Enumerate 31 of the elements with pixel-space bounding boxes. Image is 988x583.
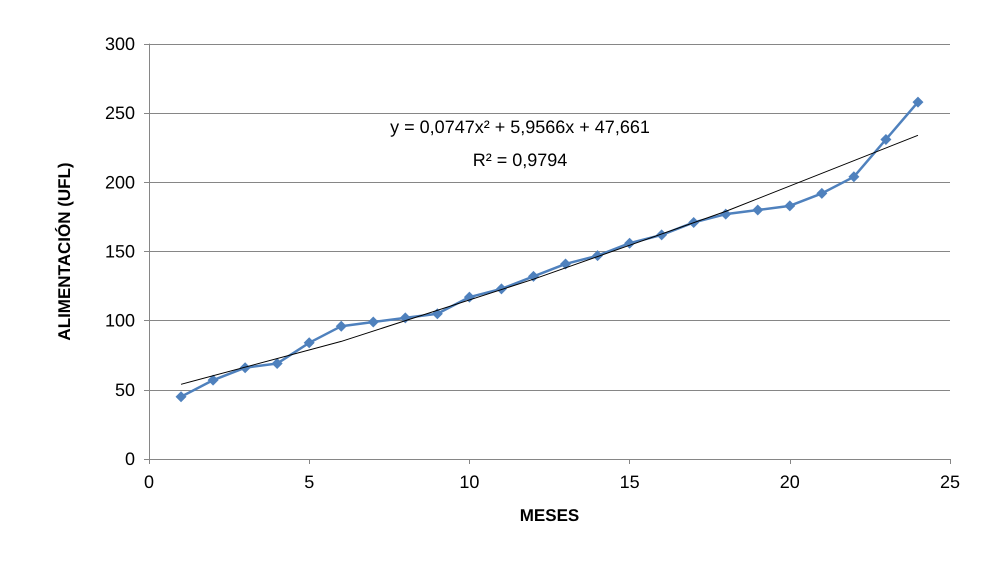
point [912, 96, 924, 108]
x-tick-label: 5 [304, 472, 314, 492]
x-tick-label: 0 [144, 472, 154, 492]
x-axis-title: MESES [520, 506, 580, 525]
point [336, 320, 347, 332]
point [560, 258, 572, 270]
y-tick-label: 150 [104, 242, 135, 262]
x-tick-label: 10 [459, 472, 480, 492]
y-axis-title: ALIMENTACIÓN (UFL) [54, 162, 74, 341]
x-tick-label: 25 [940, 472, 960, 492]
y-tick-label: 0 [124, 449, 135, 469]
point [304, 337, 315, 348]
y-tick-label: 250 [104, 103, 135, 124]
x-tick-label: 15 [620, 472, 640, 492]
point [368, 316, 379, 328]
y-tick-label: 200 [104, 172, 135, 192]
annotation: R² = 0,9794 [472, 150, 568, 170]
point [784, 200, 796, 212]
point [432, 308, 443, 320]
point [752, 204, 764, 216]
point [880, 134, 892, 145]
point [208, 374, 219, 386]
x-tick-label: 20 [780, 472, 800, 492]
annotation: y = 0,0747x² + 5,9566x + 47,661 [390, 117, 650, 137]
point [816, 188, 828, 199]
point [848, 171, 860, 182]
point [176, 391, 187, 402]
point [272, 358, 283, 370]
y-tick-label: 100 [104, 310, 135, 331]
y-tick-label: 50 [114, 380, 135, 400]
y-tick-label: 300 [104, 34, 135, 54]
